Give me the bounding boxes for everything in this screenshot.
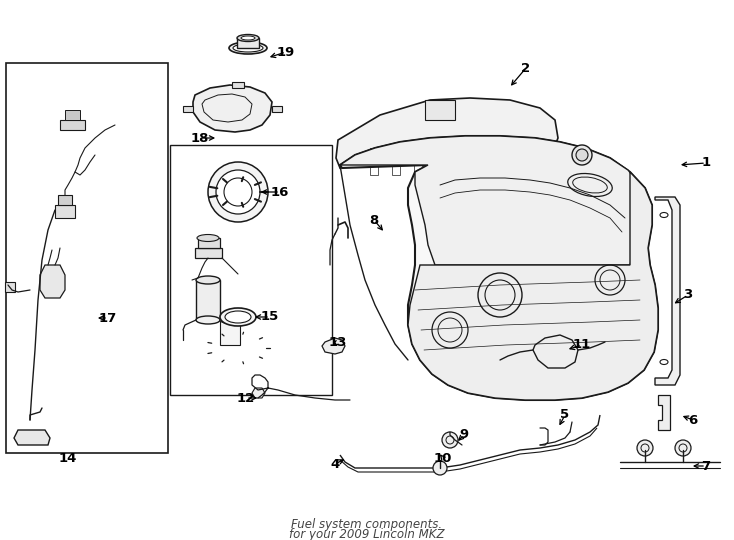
- Polygon shape: [55, 205, 75, 218]
- Ellipse shape: [237, 35, 259, 42]
- Ellipse shape: [196, 316, 220, 324]
- Ellipse shape: [233, 44, 263, 52]
- Polygon shape: [193, 85, 272, 132]
- Polygon shape: [408, 172, 658, 400]
- Text: 14: 14: [59, 451, 77, 464]
- Text: 18: 18: [191, 132, 209, 145]
- Text: 19: 19: [277, 45, 295, 58]
- Polygon shape: [336, 98, 558, 182]
- Text: 5: 5: [561, 408, 570, 422]
- Text: 1: 1: [702, 157, 711, 170]
- Ellipse shape: [220, 316, 240, 323]
- Text: 9: 9: [459, 429, 468, 442]
- Text: 16: 16: [271, 186, 289, 199]
- Polygon shape: [658, 395, 670, 430]
- Ellipse shape: [225, 311, 251, 323]
- Bar: [6, 63, 168, 453]
- Circle shape: [208, 162, 268, 222]
- Text: 8: 8: [369, 213, 379, 226]
- Circle shape: [576, 149, 588, 161]
- Polygon shape: [65, 110, 80, 120]
- Polygon shape: [14, 430, 50, 445]
- Text: 4: 4: [330, 457, 340, 470]
- Ellipse shape: [196, 276, 220, 284]
- Text: Fuel system components.: Fuel system components.: [291, 518, 443, 531]
- Polygon shape: [198, 238, 220, 248]
- Circle shape: [675, 440, 691, 456]
- Polygon shape: [196, 280, 220, 320]
- Polygon shape: [60, 120, 85, 130]
- Polygon shape: [655, 197, 680, 385]
- Circle shape: [433, 461, 447, 475]
- Polygon shape: [183, 106, 193, 112]
- Text: 7: 7: [702, 460, 711, 472]
- Ellipse shape: [241, 36, 255, 40]
- Text: 11: 11: [573, 339, 591, 352]
- Text: 2: 2: [521, 62, 531, 75]
- Polygon shape: [220, 320, 240, 345]
- Polygon shape: [237, 38, 259, 48]
- Text: for your 2009 Lincoln MKZ: for your 2009 Lincoln MKZ: [289, 528, 445, 540]
- Polygon shape: [340, 136, 658, 400]
- Circle shape: [442, 432, 458, 448]
- Text: 15: 15: [261, 310, 279, 323]
- Polygon shape: [252, 388, 265, 398]
- Polygon shape: [5, 282, 15, 292]
- Circle shape: [572, 145, 592, 165]
- Ellipse shape: [220, 308, 256, 326]
- Polygon shape: [232, 82, 244, 88]
- Ellipse shape: [229, 42, 267, 54]
- Text: 13: 13: [329, 335, 347, 348]
- Polygon shape: [58, 195, 72, 205]
- Circle shape: [216, 170, 260, 214]
- Text: 10: 10: [434, 451, 452, 464]
- Polygon shape: [40, 265, 65, 298]
- Bar: [170, 145, 332, 395]
- Ellipse shape: [197, 234, 219, 241]
- Text: 3: 3: [683, 288, 693, 301]
- Polygon shape: [425, 100, 455, 120]
- Polygon shape: [340, 136, 644, 265]
- Text: 6: 6: [688, 414, 697, 427]
- Text: 12: 12: [237, 392, 255, 404]
- Polygon shape: [272, 106, 282, 112]
- Circle shape: [637, 440, 653, 456]
- Polygon shape: [195, 248, 222, 258]
- Polygon shape: [322, 338, 345, 354]
- Text: 17: 17: [99, 312, 117, 325]
